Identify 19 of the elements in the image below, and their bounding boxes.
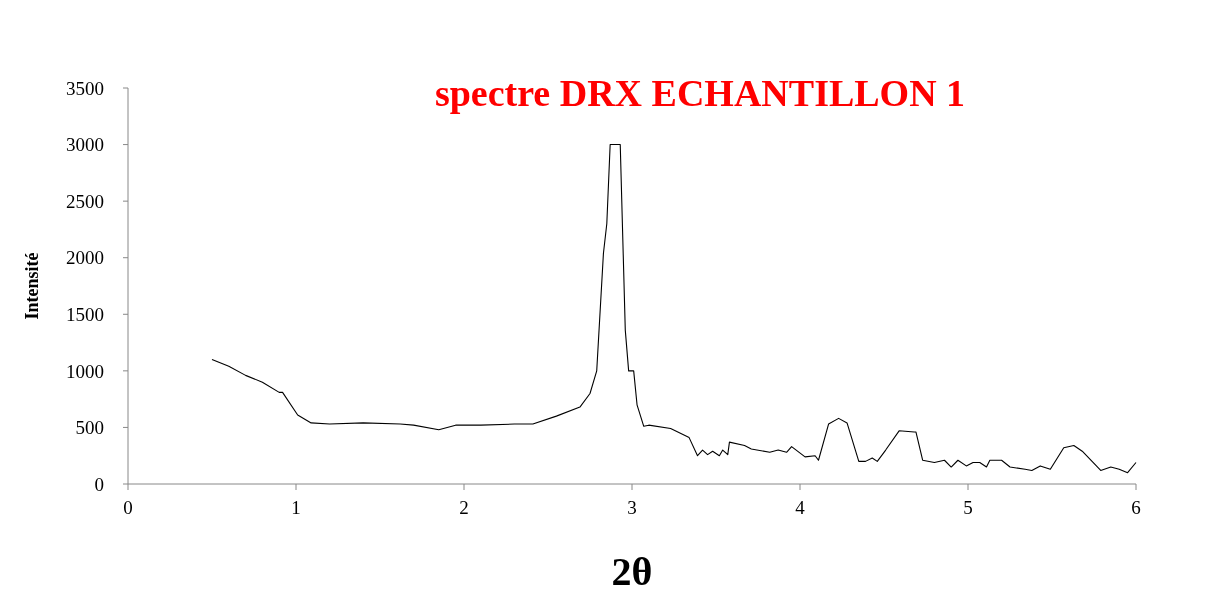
line-series	[211, 144, 1137, 474]
y-tick-label: 2000	[66, 247, 104, 269]
chart-title: spectre DRX ECHANTILLON 1	[434, 72, 966, 114]
y-tick-label: 0	[94, 473, 104, 495]
y-axis-title: Intensité	[22, 252, 42, 320]
x-tick-label: 2	[459, 497, 469, 518]
x-tick-label: 0	[123, 497, 133, 518]
x-tick-label: 3	[627, 497, 637, 518]
x-axis-title: 2θ	[611, 549, 653, 594]
y-tick-label: 2500	[66, 190, 104, 212]
y-tick-label: 1500	[66, 303, 104, 325]
x-tick-label: 4	[795, 497, 806, 518]
x-tick-label: 1	[291, 497, 301, 518]
y-tick-label: 3500	[66, 77, 104, 99]
y-tick-label: 3000	[66, 134, 104, 156]
y-tick-label: 1000	[66, 360, 104, 382]
y-tick-label: 500	[75, 417, 104, 439]
x-tick-label: 5	[963, 497, 973, 518]
x-tick-label: 6	[1131, 497, 1141, 518]
